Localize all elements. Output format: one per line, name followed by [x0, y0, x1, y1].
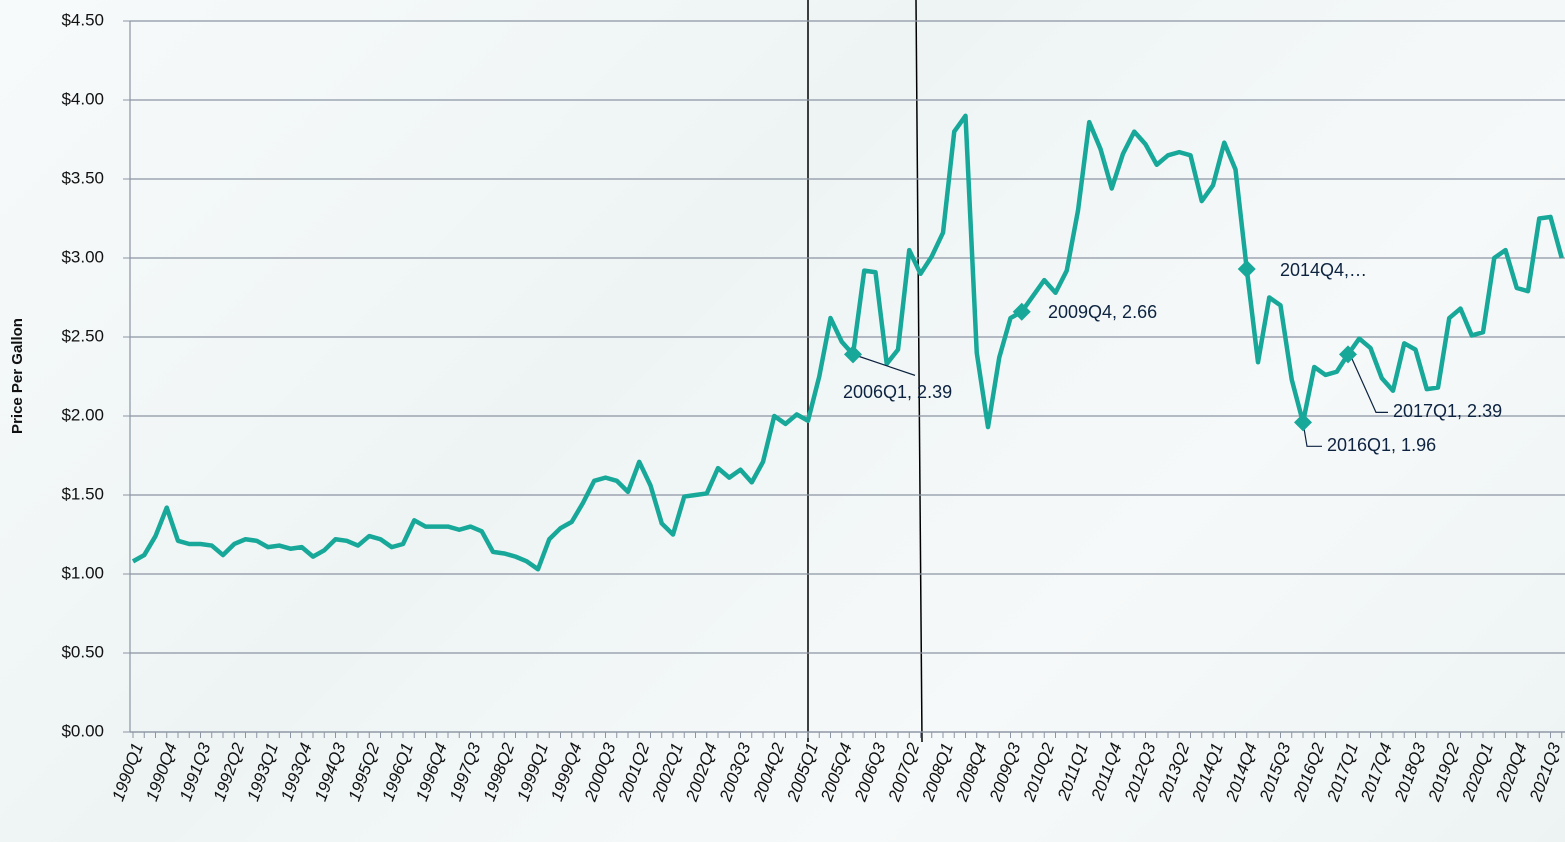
- x-tick-label: 1997Q3: [446, 740, 485, 804]
- x-tick-label: 2001Q2: [614, 740, 653, 805]
- y-tick-label: $2.50: [61, 326, 104, 345]
- x-tick-label: 2008Q1: [918, 740, 957, 804]
- x-tick-label: 2016Q2: [1289, 740, 1328, 805]
- x-tick-label: 2002Q1: [648, 740, 687, 804]
- x-tick-label: 2014Q4: [1222, 740, 1261, 804]
- y-tick-label: $2.00: [61, 405, 104, 424]
- x-tick-label: 2014Q1: [1188, 740, 1227, 804]
- annotation: 2016Q1, 1.96: [1327, 435, 1436, 455]
- x-tick-label: 2017Q4: [1357, 740, 1396, 804]
- point-marker: [1339, 345, 1357, 364]
- x-tick-label: 2003Q3: [716, 740, 755, 805]
- point-marker: [1012, 302, 1031, 321]
- x-tick-label: 1990Q4: [142, 740, 181, 803]
- y-tick-label: $1.00: [61, 563, 104, 582]
- point-marker: [1237, 260, 1256, 279]
- x-tick-label: 1999Q4: [547, 740, 586, 803]
- x-tick-label: 2005Q1: [783, 740, 822, 804]
- x-tick-label: 2010Q2: [1019, 740, 1058, 805]
- x-tick-label: 1998Q2: [480, 740, 519, 804]
- annotation: 2009Q4, 2.66: [1048, 302, 1157, 322]
- x-tick-label: 2006Q3: [851, 740, 890, 805]
- x-tick-label: 2020Q4: [1492, 740, 1531, 804]
- point-marker: [844, 345, 862, 364]
- x-tick-label: 1993Q1: [243, 740, 282, 803]
- y-tick-label: $0.50: [61, 642, 104, 661]
- annotation: 2017Q1, 2.39: [1393, 401, 1502, 421]
- x-tick-label: 2011Q1: [1054, 740, 1092, 803]
- x-tick-label: 2020Q1: [1458, 740, 1497, 804]
- marker-line: [915, 0, 923, 743]
- x-tick-label: 2021Q3: [1526, 740, 1565, 805]
- line: [131, 113, 1564, 572]
- x-tick-label: 2018Q3: [1391, 740, 1430, 805]
- x-tick-label: 2005Q4: [817, 740, 856, 804]
- x-tick-label: 2012Q3: [1121, 740, 1160, 805]
- point-marker: [1294, 413, 1312, 432]
- leader-line: [1302, 422, 1322, 447]
- x-tick-label: 1993Q4: [277, 740, 316, 803]
- x-tick-label: 1992Q2: [210, 740, 249, 804]
- x-tick-label: 2011Q4: [1087, 740, 1125, 803]
- x-tick-label: 2013Q2: [1154, 740, 1193, 805]
- x-tick-label: 2004Q2: [749, 740, 788, 805]
- x-tick-label: 1999Q1: [513, 740, 552, 803]
- x-tick-label: 1996Q1: [378, 740, 417, 803]
- y-tick-label: $4.00: [61, 89, 104, 108]
- x-tick-label: 2000Q3: [581, 740, 620, 805]
- x-tick-label: 1994Q3: [311, 740, 350, 804]
- x-tick-label: 2019Q2: [1424, 740, 1463, 805]
- x-tick-label: 2017Q1: [1323, 740, 1362, 804]
- x-tick-label: 1991Q3: [176, 740, 215, 804]
- y-tick-label: $3.50: [61, 168, 104, 187]
- y-tick-label: $4.50: [61, 10, 104, 29]
- x-tick-label: 1995Q2: [345, 740, 384, 804]
- y-tick-label: $3.00: [61, 247, 104, 266]
- annotation: 2014Q4,…: [1280, 260, 1367, 280]
- x-tick-label: 2015Q3: [1256, 740, 1295, 805]
- y-axis-label: Price Per Gallon: [9, 318, 26, 434]
- leader-line: [852, 353, 916, 376]
- leader-line: [1349, 354, 1388, 413]
- y-tick-label: $1.50: [61, 484, 104, 503]
- annotation: 2006Q1, 2.39: [843, 382, 952, 402]
- y-tick-label: $0.00: [61, 721, 104, 740]
- x-tick-label: 1990Q1: [108, 740, 147, 803]
- x-tick-label: 2002Q4: [682, 740, 721, 804]
- x-tick-label: 2007Q2: [884, 740, 923, 805]
- x-tick-label: 2008Q4: [952, 740, 991, 804]
- x-tick-label: 2009Q3: [986, 740, 1025, 805]
- x-tick-label: 1996Q4: [412, 740, 451, 803]
